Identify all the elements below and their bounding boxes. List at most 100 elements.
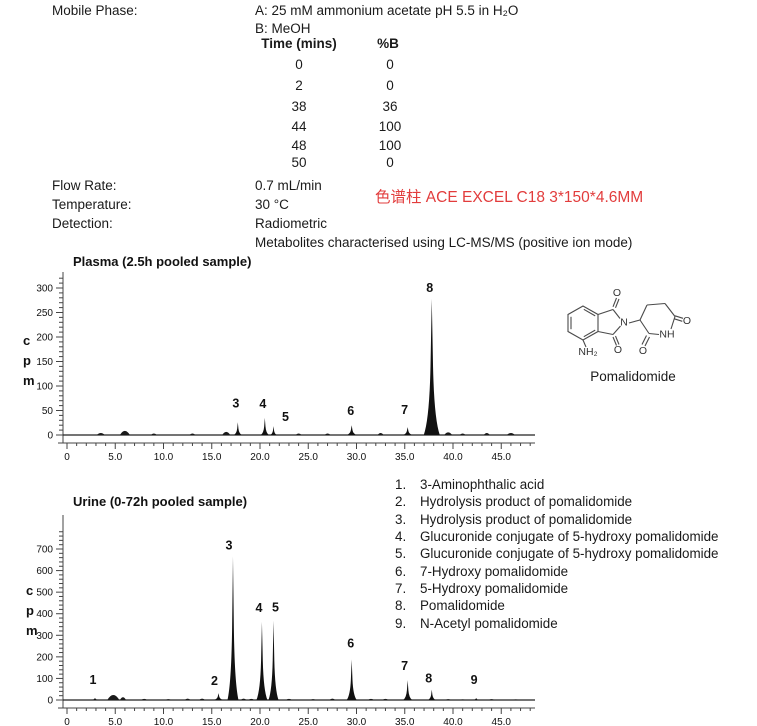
peak-label-3: 3 <box>232 396 239 410</box>
gradient-percentb-2: 36 <box>382 99 398 114</box>
peak-label-7: 7 <box>401 403 408 417</box>
atom-o-bottom: O <box>614 344 622 356</box>
gradient-time-1: 2 <box>295 78 303 93</box>
metabolite-item-7: 7. 5-Hydroxy pomalidomide <box>395 581 568 596</box>
baseline-noise <box>310 699 317 700</box>
peak-label-1: 1 <box>90 673 97 687</box>
atom-nh2: NH₂ <box>578 346 597 358</box>
gradient-time-3: 44 <box>291 119 307 134</box>
atom-n: N <box>620 317 628 329</box>
baseline-noise <box>512 699 519 700</box>
chart-title: Urine (0-72h pooled sample) <box>73 494 247 509</box>
metabolite-text: Hydrolysis product of pomalidomide <box>420 511 633 527</box>
gradient-percentb-0: 0 <box>386 57 394 72</box>
temperature-value: 30 °C <box>255 197 289 212</box>
y-tick-label: 0 <box>47 696 53 707</box>
y-tick-label: 200 <box>36 333 53 344</box>
x-tick-label: 35.0 <box>395 717 415 726</box>
metabolite-text: 5-Hydroxy pomalidomide <box>420 581 569 597</box>
atom-o-right: O <box>683 315 691 327</box>
y-tick-label: 200 <box>36 652 53 663</box>
peak-1 <box>90 697 99 700</box>
flow-rate-value: 0.7 mL/min <box>255 178 322 193</box>
baseline-noise <box>222 431 231 435</box>
baseline-noise <box>248 698 255 700</box>
baseline-noise <box>141 698 148 700</box>
peak-label-8: 8 <box>425 672 432 686</box>
baseline-noise <box>324 433 331 435</box>
x-tick-label: 30.0 <box>347 452 367 463</box>
mobile-phase-label: Mobile Phase: <box>52 3 138 18</box>
baseline-noise <box>184 698 191 700</box>
peak-5 <box>270 426 278 435</box>
baseline-noise <box>382 698 389 700</box>
metabolite-number: 4. <box>395 529 407 545</box>
structure-caption: Pomalidomide <box>590 369 676 384</box>
gradient-percentb-4: 100 <box>378 138 402 153</box>
x-tick-label: 25.0 <box>299 452 319 463</box>
baseline-noise <box>459 699 466 700</box>
urine-chromatogram: Urine (0-72h pooled sample) 0 100 200 300 400… <box>36 494 535 726</box>
metabolite-text: Pomalidomide <box>420 598 505 614</box>
ylabel-letter: p <box>23 353 31 368</box>
y-tick-label: 400 <box>36 609 53 620</box>
y-tick-label: 700 <box>36 545 53 556</box>
peak-8 <box>423 298 440 435</box>
metabolite-item-5: 5. Glucuronide conjugate of 5-hydroxy pom… <box>395 546 718 561</box>
gradient-time-0: 0 <box>295 57 303 72</box>
metabolite-number: 3. <box>395 511 407 527</box>
ylabel-letter: m <box>26 623 38 638</box>
x-tick-label: 40.0 <box>443 717 463 726</box>
peak-label-5: 5 <box>272 601 279 615</box>
baseline-noise <box>240 698 247 700</box>
metabolite-item-1: 1. 3-Aminophthalic acid <box>395 477 544 492</box>
mobile-phase-a: A: 25 mM ammonium acetate pH 5.5 in H₂O <box>255 3 519 18</box>
x-tick-label: 40.0 <box>443 452 463 463</box>
plasma-chromatogram: Plasma (2.5h pooled sample)0501001502002… <box>36 254 535 463</box>
baseline-noise <box>329 698 336 700</box>
peak-3 <box>233 422 242 435</box>
detection-value: Radiometric <box>255 216 328 231</box>
x-tick-label: 0 <box>64 717 70 726</box>
metabolite-number: 5. <box>395 546 407 562</box>
chart-title: Plasma (2.5h pooled sample) <box>73 254 251 269</box>
peak-4 <box>256 621 268 700</box>
x-tick-label: 5.0 <box>108 717 122 726</box>
mobile-phase-b: B: MeOH <box>255 21 311 36</box>
atom-o-top: O <box>613 287 621 299</box>
gradient-percentb-1: 0 <box>386 78 394 93</box>
atom-nh: NH <box>659 329 674 341</box>
peak-label-6: 6 <box>347 404 354 418</box>
atom-o-glutarimide: O <box>639 345 647 357</box>
detection-note: Metabolites characterised using LC-MS/MS… <box>255 235 633 250</box>
baseline-noise <box>367 698 374 700</box>
metabolite-item-6: 6. 7-Hydroxy pomalidomide <box>395 564 568 579</box>
flow-rate-label: Flow Rate: <box>52 178 117 193</box>
temperature-label: Temperature: <box>52 197 132 212</box>
peak-5 <box>268 620 279 700</box>
metabolite-text: Glucuronide conjugate of 5-hydroxy pomal… <box>420 546 719 562</box>
x-tick-label: 15.0 <box>202 717 222 726</box>
peak-label-9: 9 <box>471 673 478 687</box>
metabolite-number: 2. <box>395 494 407 510</box>
baseline-noise <box>119 430 130 435</box>
x-tick-label: 20.0 <box>250 452 270 463</box>
metabolite-text: Glucuronide conjugate of 5-hydroxy pomal… <box>420 529 719 545</box>
x-tick-label: 35.0 <box>395 452 415 463</box>
baseline-noise <box>483 432 490 435</box>
y-tick-label: 500 <box>36 588 53 599</box>
metabolite-number: 1. <box>395 477 407 492</box>
x-tick-label: 45.0 <box>492 717 512 726</box>
metabolite-number: 8. <box>395 598 407 614</box>
metabolite-item-2: 2. Hydrolysis product of pomalidomide <box>395 494 632 509</box>
metabolite-text: Hydrolysis product of pomalidomide <box>420 494 633 510</box>
detection-label: Detection: <box>52 216 113 231</box>
metabolite-text: 7-Hydroxy pomalidomide <box>420 563 569 579</box>
baseline-noise <box>285 698 292 700</box>
baseline-noise <box>189 433 196 435</box>
baseline-noise <box>165 699 172 700</box>
peak-7 <box>403 680 413 700</box>
x-tick-label: 25.0 <box>299 717 319 726</box>
